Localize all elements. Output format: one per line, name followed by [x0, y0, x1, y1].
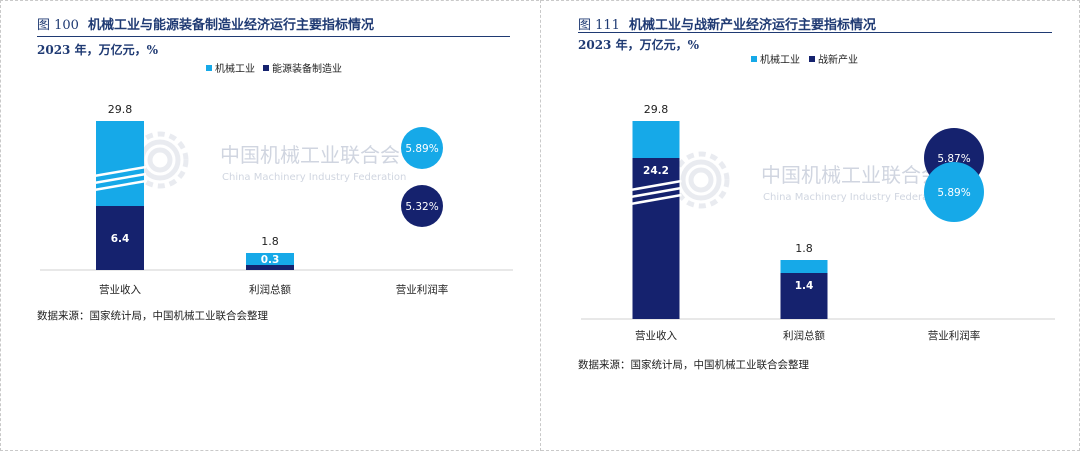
legend-swatch: [809, 56, 815, 62]
x-tick-label: 营业收入: [635, 329, 677, 342]
panel-divider: [540, 0, 541, 451]
figure-subtitle: 2023 年，万亿元，%: [578, 38, 699, 52]
title-rule: [37, 36, 510, 37]
x-tick-label: 营业收入: [99, 283, 141, 296]
bar-subset: [246, 265, 294, 270]
figure-number: 图 100: [37, 18, 79, 33]
rate-label: 5.89%: [937, 187, 970, 199]
legend-label: 战新产业: [818, 53, 858, 66]
watermark-text-cn: 中国机械工业联合会: [220, 143, 400, 167]
axis-break-mark: [630, 179, 682, 192]
figure-title: 图 111 机械工业与战新产业经济运行主要指标情况: [578, 14, 876, 33]
legend-label: 机械工业: [760, 53, 800, 66]
legend-swatch: [263, 65, 269, 71]
watermark-gear-icon: [688, 167, 714, 193]
x-tick-label: 营业利润率: [396, 283, 449, 296]
x-tick-label: 利润总额: [249, 283, 291, 296]
rate-circle: [401, 185, 443, 227]
watermark: [672, 151, 730, 209]
axis-break-mark: [630, 193, 682, 206]
bar-chart-1: 中国机械工业联合会 China Machinery Industry Federa…: [40, 62, 513, 296]
watermark-gear-icon: [131, 131, 189, 189]
rate-label: 5.87%: [937, 153, 970, 165]
x-tick-label: 利润总额: [783, 329, 825, 342]
bar-subset: [96, 206, 144, 270]
figure-title-text: 机械工业与能源装备制造业经济运行主要指标情况: [88, 18, 375, 33]
data-label-total: 29.8: [108, 103, 133, 116]
figure-subtitle: 2023 年，万亿元，%: [37, 43, 158, 57]
data-label-subset: 6.4: [111, 233, 130, 245]
axis-break-mark: [93, 179, 147, 192]
figure-title-text: 机械工业与战新产业经济运行主要指标情况: [629, 18, 877, 33]
data-label-subset: 24.2: [643, 165, 669, 177]
watermark-text-en: China Machinery Industry Federation: [222, 172, 406, 183]
legend-label: 能源装备制造业: [272, 62, 342, 75]
watermark-gear-icon: [147, 147, 173, 173]
watermark-gear-icon: [672, 151, 730, 209]
rate-circle: [401, 127, 443, 169]
watermark-text-cn: 中国机械工业联合会: [761, 163, 941, 187]
data-label-total: 1.8: [795, 242, 813, 255]
figure-title: 图 100 机械工业与能源装备制造业经济运行主要指标情况: [37, 14, 374, 33]
chart-panel-2: 图 111 机械工业与战新产业经济运行主要指标情况 2023 年，万亿元，% 中…: [541, 0, 1080, 451]
axis-break-mark: [93, 172, 147, 185]
rate-label: 5.89%: [405, 143, 438, 155]
watermark-gear-icon: [139, 139, 181, 181]
data-label-subset: 0.3: [261, 254, 280, 266]
data-label-subset: 1.4: [795, 280, 814, 292]
watermark-text-en: China Machinery Industry Federation: [763, 192, 947, 203]
title-rule: [578, 32, 1052, 33]
rate-label: 5.32%: [405, 201, 438, 213]
watermark-gear-icon: [680, 159, 722, 201]
axis-break-mark: [630, 186, 682, 199]
data-label-total: 1.8: [261, 235, 279, 248]
data-source: 数据来源：国家统计局，中国机械工业联合会整理: [578, 359, 809, 371]
legend-swatch: [206, 65, 212, 71]
chart-panel-1: 图 100 机械工业与能源装备制造业经济运行主要指标情况 2023 年，万亿元，…: [37, 14, 513, 322]
rate-circle: [924, 162, 984, 222]
bar-subset: [780, 273, 828, 319]
data-source: 数据来源：国家统计局，中国机械工业联合会整理: [37, 310, 268, 322]
figure-number: 图 111: [578, 18, 620, 33]
legend-swatch: [751, 56, 757, 62]
x-tick-label: 营业利润率: [928, 329, 981, 342]
bar-chart-2: 中国机械工业联合会 China Machinery Industry Federa…: [581, 53, 1055, 342]
legend-label: 机械工业: [215, 62, 255, 75]
axis-break-mark: [93, 165, 147, 178]
data-label-total: 29.8: [644, 103, 669, 116]
